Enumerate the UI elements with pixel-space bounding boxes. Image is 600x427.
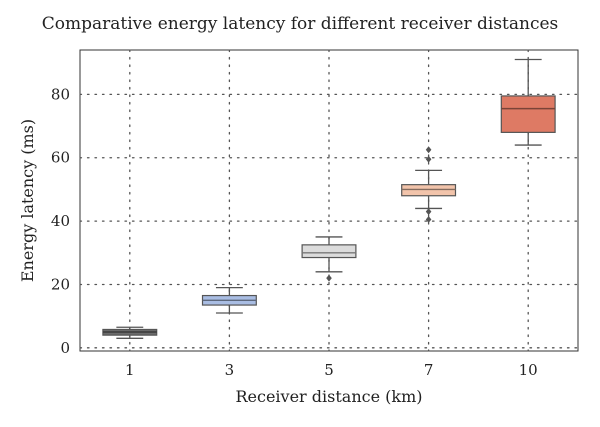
x-tick-label: 1 <box>125 361 135 379</box>
box-5 <box>301 236 357 282</box>
outlier-point <box>326 274 332 282</box>
box-body <box>500 95 556 133</box>
box-10 <box>500 58 556 146</box>
y-tick-label: 80 <box>51 85 70 103</box>
box-1 <box>102 326 158 339</box>
chart-title: Comparative energy latency for different… <box>41 14 559 34</box>
outlier-point <box>425 146 432 154</box>
x-tick-label: 3 <box>225 361 235 379</box>
y-tick-label: 0 <box>60 339 70 357</box>
box-7 <box>401 146 457 224</box>
x-tick-label: 7 <box>424 361 434 379</box>
grid-layer <box>79 49 579 352</box>
y-tick-label: 60 <box>51 149 70 167</box>
box-body <box>301 244 357 259</box>
outlier-point <box>425 208 432 216</box>
outlier-point <box>425 155 432 163</box>
outlier-point <box>425 216 432 224</box>
y-axis-label: Energy latency (ms) <box>18 119 37 282</box>
x-axis-label: Receiver distance (km) <box>235 387 422 406</box>
box-3 <box>201 286 257 314</box>
x-tick-label: 10 <box>519 361 538 379</box>
y-tick-label: 40 <box>51 212 70 230</box>
y-tick-label: 20 <box>51 275 70 293</box>
x-tick-label: 5 <box>324 361 334 379</box>
tick-layer: 0 20 40 60 80 1 3 5 7 10 <box>51 85 538 379</box>
box-layer <box>102 58 556 339</box>
box-body <box>401 184 457 197</box>
